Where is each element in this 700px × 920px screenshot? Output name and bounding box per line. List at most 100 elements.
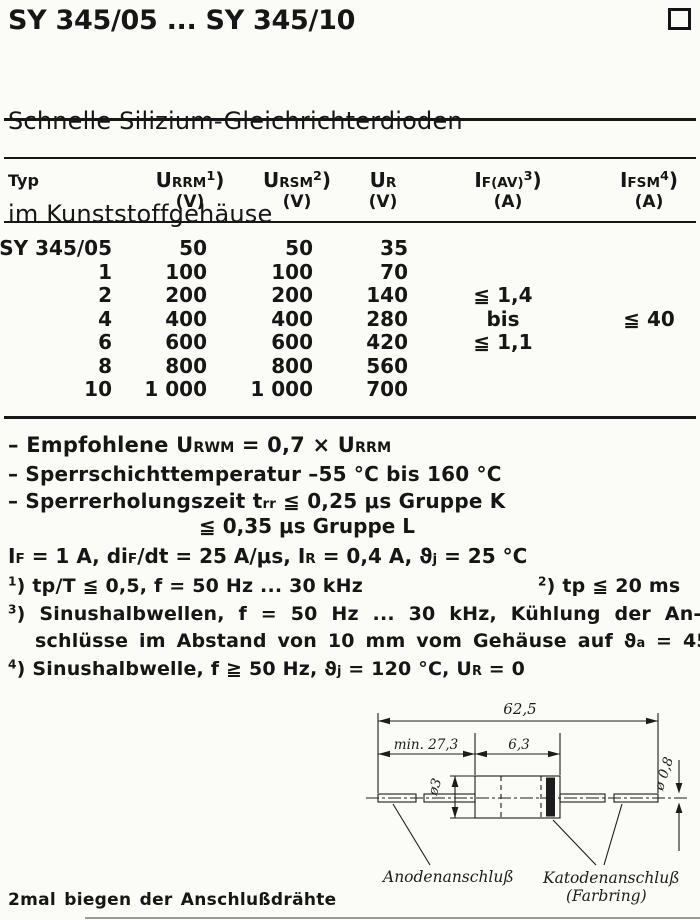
arrowhead bbox=[378, 750, 390, 758]
arrowhead bbox=[451, 776, 459, 787]
subtitle-line-2: im Kunststoffgehäuse bbox=[8, 200, 273, 228]
cell-ifav: ≦ 1,1 bbox=[473, 330, 533, 354]
cell-ursm: 600 bbox=[271, 330, 313, 354]
footnote-2: 2) tp ≦ 20 ms bbox=[538, 574, 681, 597]
cell-ifsm: ≦ 40 bbox=[623, 307, 675, 331]
bend-note-line-1: 2mal biegen der Anschlußdrähte bbox=[8, 890, 337, 910]
column-header-ifav: IF(AV)3) (A) bbox=[474, 168, 542, 213]
column-symbol: URSM2) bbox=[262, 168, 332, 192]
cell-typ: 1 bbox=[98, 260, 112, 284]
column-header-urrm: URRM1) (V) bbox=[155, 168, 225, 213]
cathode-label: Katodenanschluß bbox=[542, 869, 680, 887]
column-symbol: URRM1) bbox=[155, 168, 225, 192]
cathode-band bbox=[546, 777, 555, 817]
arrowhead bbox=[646, 717, 658, 725]
divider-header-body bbox=[4, 221, 696, 223]
footnote-1: 1) tp/T ≦ 0,5, f = 50 Hz ... 30 kHz bbox=[8, 574, 363, 597]
cell-typ: 6 bbox=[98, 330, 112, 354]
cell-ur: 70 bbox=[380, 260, 408, 284]
cell-ursm: 200 bbox=[271, 283, 313, 307]
note-test-conditions: IF = 1 A, diF/dt = 25 A/μs, IR = 0,4 A, … bbox=[8, 544, 528, 568]
column-unit: (V) bbox=[368, 192, 398, 212]
dim-body-label: 6,3 bbox=[508, 737, 529, 753]
column-symbol: IFSM4) bbox=[619, 168, 679, 192]
cell-ursm: 50 bbox=[285, 236, 313, 260]
cell-ur: 700 bbox=[366, 377, 408, 401]
leader-cathode-lead bbox=[603, 803, 623, 866]
cell-ursm: 800 bbox=[271, 354, 313, 378]
column-unit: (V) bbox=[175, 192, 205, 212]
cell-typ: SY 345/05 bbox=[0, 236, 112, 260]
arrowhead bbox=[451, 807, 459, 818]
column-header-ursm: URSM2) (V) bbox=[262, 168, 332, 213]
page-title: SY 345/05 ... SY 345/10 bbox=[8, 5, 356, 36]
cell-typ: 2 bbox=[98, 283, 112, 307]
cell-ursm: 100 bbox=[271, 260, 313, 284]
dim-total-label: 62,5 bbox=[503, 700, 536, 718]
table-row: 1 100 100 70 bbox=[0, 260, 700, 284]
column-unit: (A) bbox=[493, 192, 523, 212]
cell-urrm: 600 bbox=[165, 330, 207, 354]
cell-ifav: ≦ 1,4 bbox=[473, 283, 533, 307]
footnote-4: 4) Sinushalbwelle, f ≧ 50 Hz, ϑj = 120 °… bbox=[8, 657, 526, 680]
anode-label: Anodenanschluß bbox=[381, 868, 514, 886]
column-header-typ: Typ bbox=[8, 171, 39, 190]
column-header-ur: UR (V) bbox=[368, 168, 398, 213]
cell-typ: 10 bbox=[84, 377, 112, 401]
cell-ur: 560 bbox=[366, 354, 408, 378]
cell-urrm: 200 bbox=[165, 283, 207, 307]
cell-ursm: 400 bbox=[271, 307, 313, 331]
column-unit: (A) bbox=[634, 192, 664, 212]
leader-anode bbox=[392, 803, 431, 866]
table-row: SY 345/05 50 50 35 bbox=[0, 236, 700, 260]
diode-body bbox=[474, 775, 561, 819]
dim-wire-dia-label: ø 0,8 bbox=[651, 755, 677, 794]
cell-ifav: bis bbox=[486, 307, 520, 331]
dim-lead-label: min. 27,3 bbox=[394, 737, 458, 753]
table-row: 10 1 000 1 000 700 bbox=[0, 377, 700, 401]
cell-typ: 4 bbox=[98, 307, 112, 331]
cell-ur: 420 bbox=[366, 330, 408, 354]
note-recommended-urwm: – Empfohlene URWM = 0,7 × URRM bbox=[8, 433, 392, 457]
page-bottom-edge bbox=[85, 917, 700, 919]
divider-thick-top bbox=[4, 118, 696, 121]
leader-cathode-band bbox=[552, 819, 597, 866]
subtitle-line-1: Schnelle Silizium-Gleichrichterdioden bbox=[8, 107, 463, 135]
table-row: 2 200 200 140 ≦ 1,4 bbox=[0, 283, 700, 307]
cell-ursm: 1 000 bbox=[250, 377, 313, 401]
divider-table-bottom bbox=[4, 416, 696, 419]
footnote-3-line2: schlüsse im Abstand von 10 mm vom Gehäus… bbox=[35, 630, 700, 652]
package-outline-drawing: 62,5 min. 27,3 6,3 ø3 ø 0,8 Anodenanschl… bbox=[366, 700, 690, 905]
lead-left-outer bbox=[377, 793, 417, 803]
cell-urrm: 400 bbox=[165, 307, 207, 331]
arrowhead bbox=[675, 802, 683, 813]
column-header-ifsm: IFSM4) (A) bbox=[619, 168, 679, 213]
corner-square-icon bbox=[668, 8, 691, 30]
lead-right-outer bbox=[613, 793, 659, 803]
bend-note: 2mal biegen der Anschlußdrähte um 180° m… bbox=[8, 850, 364, 920]
page-subtitle: Schnelle Silizium-Gleichrichterdioden im… bbox=[8, 44, 463, 292]
cell-urrm: 1 000 bbox=[144, 377, 207, 401]
arrowhead bbox=[463, 750, 475, 758]
column-symbol: IF(AV)3) bbox=[474, 168, 542, 192]
cell-ur: 35 bbox=[380, 236, 408, 260]
table-row: 8 800 800 560 bbox=[0, 354, 700, 378]
cell-typ: 8 bbox=[98, 354, 112, 378]
arrowhead bbox=[378, 717, 390, 725]
cell-ur: 140 bbox=[366, 283, 408, 307]
cell-urrm: 50 bbox=[179, 236, 207, 260]
column-symbol: UR bbox=[369, 168, 397, 192]
cell-urrm: 800 bbox=[165, 354, 207, 378]
arrowhead bbox=[475, 750, 487, 758]
note-recovery-time-l: ≦ 0,35 μs Gruppe L bbox=[199, 514, 416, 538]
footnote-3-line1: 3) Sinushalbwellen, f = 50 Hz ... 30 kHz… bbox=[8, 602, 700, 625]
arrowhead bbox=[548, 750, 560, 758]
cathode-label-2: (Farbring) bbox=[566, 887, 647, 905]
cell-ur: 280 bbox=[366, 307, 408, 331]
divider-table-top bbox=[4, 157, 696, 159]
note-recovery-time: – Sperrerholungszeit trr ≦ 0,25 μs Grupp… bbox=[8, 489, 506, 513]
note-junction-temp: – Sperrschichttemperatur –55 °C bis 160 … bbox=[8, 462, 502, 486]
arrowhead bbox=[675, 783, 683, 794]
table-row: 6 600 600 420 ≦ 1,1 bbox=[0, 330, 700, 354]
